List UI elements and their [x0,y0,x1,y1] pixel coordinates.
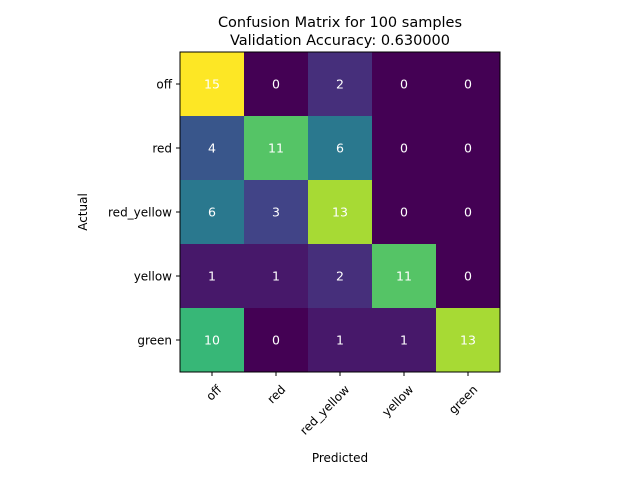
cell-value-labels: 15 0 2 0 04 11 6 0 06 3 13 0 01 1 2 11 010 0 1 1 13 [204,77,476,348]
y-tick-label: green [137,334,172,348]
cell-value-label: 0 [400,205,408,220]
cell-value-label: 4 [208,141,216,156]
heatmap-cell [436,116,501,181]
y-axis-label: Actual [76,193,90,231]
cell-value-label: 15 [204,77,220,92]
heatmap-cell [180,52,245,117]
cell-value-label: 11 [268,141,284,156]
cell-value-label: 6 [208,205,216,220]
heatmap-cell [244,308,309,373]
cell-value-label: 1 [400,333,408,348]
heatmap-cell [308,244,373,309]
cell-value-label: 0 [400,77,408,92]
cell-value-label: 1 [272,269,280,284]
heatmap-cell [436,180,501,245]
cell-value-label: 0 [464,205,472,220]
cell-value-label: 0 [272,77,280,92]
cell-value-label: 0 [464,269,472,284]
chart-title: Confusion Matrix for 100 samples [218,15,462,31]
cell-value-label: 2 [336,269,344,284]
heatmap-cell [436,308,501,373]
cell-value-label: 1 [336,333,344,348]
heatmap-cell [308,308,373,373]
heatmap-cell [180,180,245,245]
heatmap-cell [372,180,437,245]
heatmap-cell [244,244,309,309]
y-tick-label: off [156,78,172,92]
heatmap-cell [372,116,437,181]
cell-value-label: 6 [336,141,344,156]
cell-value-label: 11 [396,269,412,284]
cell-value-label: 0 [400,141,408,156]
heatmap-cell [372,52,437,117]
cell-value-label: 10 [204,333,220,348]
heatmap-cell [308,116,373,181]
chart-subtitle: Validation Accuracy: 0.630000 [230,33,450,49]
x-axis-label: Predicted [312,451,368,465]
cell-value-label: 0 [464,77,472,92]
y-tick-label: red [152,142,172,156]
heatmap-cell [180,116,245,181]
cell-value-label: 13 [332,205,348,220]
heatmap-cell [244,52,309,117]
cell-value-label: 0 [464,141,472,156]
heatmap-cell [180,308,245,373]
heatmap-cell [436,52,501,117]
heatmap-cell [436,244,501,309]
heatmap-cell [372,308,437,373]
heatmap-cell [308,52,373,117]
y-tick-label: yellow [134,270,172,284]
heatmap-cells [180,52,501,373]
heatmap-cell [180,244,245,309]
heatmap-cell [308,180,373,245]
cell-value-label: 1 [208,269,216,284]
cell-value-label: 13 [460,333,476,348]
y-tick-label: red_yellow [108,206,172,220]
cell-value-label: 2 [336,77,344,92]
cell-value-label: 0 [272,333,280,348]
cell-value-label: 3 [272,205,280,220]
heatmap-cell [372,244,437,309]
heatmap-cell [244,116,309,181]
heatmap-cell [244,180,309,245]
